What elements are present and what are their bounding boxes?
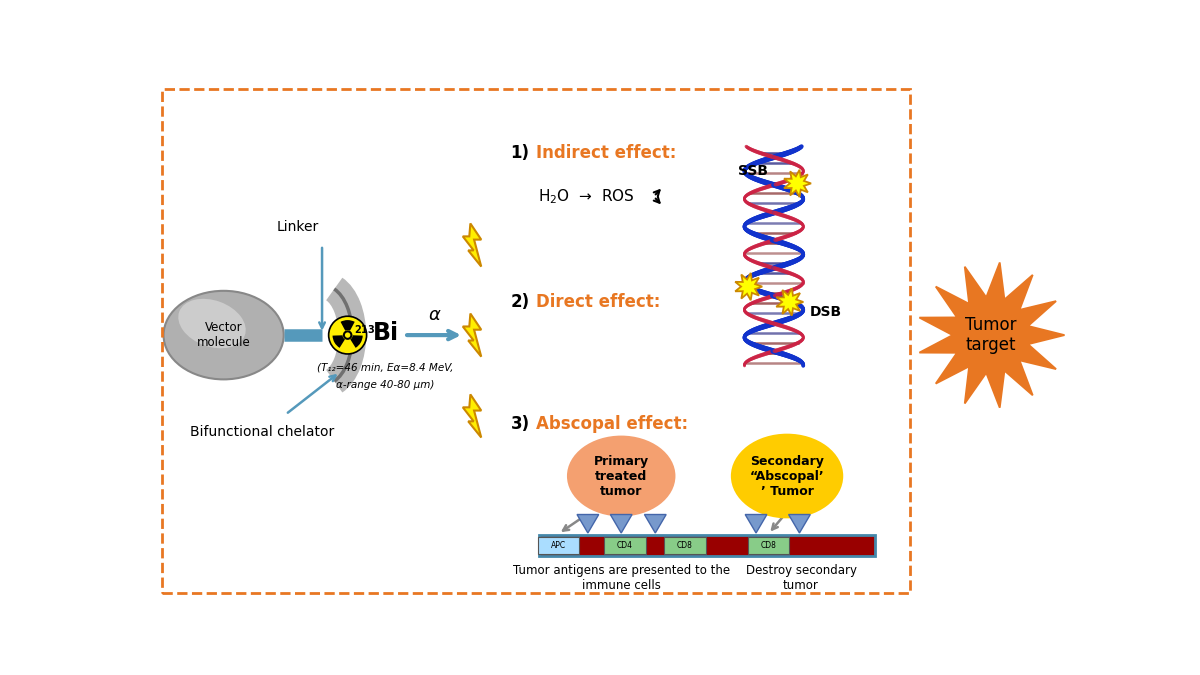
Text: Primary
treated
tumor: Primary treated tumor: [594, 454, 649, 497]
Bar: [538, 537, 580, 553]
Ellipse shape: [179, 299, 246, 348]
Text: Tumor
target: Tumor target: [965, 316, 1016, 354]
Text: 3): 3): [510, 414, 529, 433]
Text: α-range 40-80 μm): α-range 40-80 μm): [336, 380, 434, 389]
Text: Abscopal effect:: Abscopal effect:: [536, 414, 688, 433]
Ellipse shape: [566, 435, 676, 516]
Polygon shape: [463, 223, 481, 267]
Text: SSB: SSB: [738, 164, 768, 178]
Text: 2): 2): [510, 293, 529, 311]
Text: (T₁₂=46 min, Eα=8.4 MeV,: (T₁₂=46 min, Eα=8.4 MeV,: [317, 363, 454, 373]
Polygon shape: [611, 514, 632, 533]
Text: Secondary
“Abscopal’
’ Tumor: Secondary “Abscopal’ ’ Tumor: [750, 454, 824, 497]
Ellipse shape: [163, 291, 283, 379]
Text: CD8: CD8: [677, 541, 692, 550]
Circle shape: [329, 316, 367, 354]
Text: Vector
molecule: Vector molecule: [197, 321, 251, 349]
Polygon shape: [644, 514, 666, 533]
Bar: [604, 537, 646, 553]
Wedge shape: [350, 335, 362, 348]
Polygon shape: [919, 263, 1064, 408]
Polygon shape: [463, 394, 481, 437]
Polygon shape: [788, 514, 810, 533]
Polygon shape: [463, 314, 481, 356]
Polygon shape: [776, 288, 803, 316]
Bar: [539, 535, 875, 556]
Text: 1): 1): [510, 144, 529, 161]
Polygon shape: [784, 169, 811, 197]
Text: Tumor antigens are presented to the
immune cells: Tumor antigens are presented to the immu…: [512, 564, 730, 592]
Text: Bi: Bi: [373, 321, 400, 345]
Wedge shape: [341, 320, 355, 331]
Text: Bifunctional chelator: Bifunctional chelator: [191, 425, 335, 439]
Text: $^{\mathbf{213}}$: $^{\mathbf{213}}$: [354, 324, 376, 338]
Bar: [748, 537, 790, 553]
Bar: [664, 537, 706, 553]
Text: Direct effect:: Direct effect:: [536, 293, 660, 311]
Text: Indirect effect:: Indirect effect:: [536, 144, 677, 161]
Wedge shape: [332, 335, 344, 348]
Text: $\rm{H_2O}$  →  ROS: $\rm{H_2O}$ → ROS: [538, 187, 634, 206]
Text: DSB: DSB: [810, 305, 842, 319]
Circle shape: [344, 332, 350, 338]
Polygon shape: [745, 514, 767, 533]
Text: APC: APC: [551, 541, 566, 550]
Text: Linker: Linker: [276, 220, 318, 234]
Text: Destroy secondary
tumor: Destroy secondary tumor: [745, 564, 857, 592]
Polygon shape: [577, 514, 599, 533]
Text: $\alpha$: $\alpha$: [427, 306, 442, 323]
Text: CD8: CD8: [761, 541, 776, 550]
Ellipse shape: [731, 433, 844, 518]
Text: CD4: CD4: [617, 541, 634, 550]
Circle shape: [343, 330, 353, 340]
Polygon shape: [736, 273, 762, 300]
